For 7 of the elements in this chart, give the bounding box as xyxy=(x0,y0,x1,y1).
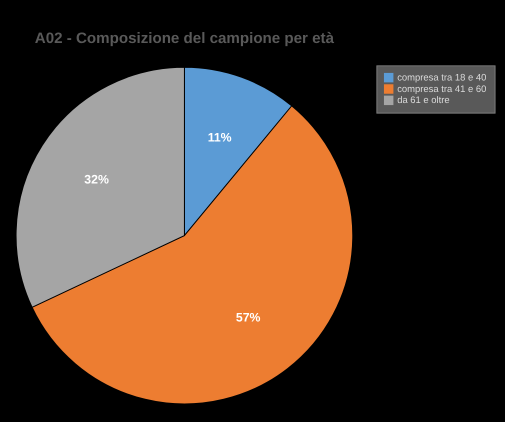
data-label: 11% xyxy=(208,130,232,144)
legend-label: compresa tra 41 e 60 xyxy=(397,84,486,95)
legend-label: da 61 e oltre xyxy=(397,95,450,106)
data-label: 32% xyxy=(84,172,109,187)
data-label: 57% xyxy=(236,310,261,325)
legend-label: compresa tra 18 e 40 xyxy=(397,72,486,84)
chart-title: A02 - Composizione del campione per età xyxy=(34,30,335,48)
